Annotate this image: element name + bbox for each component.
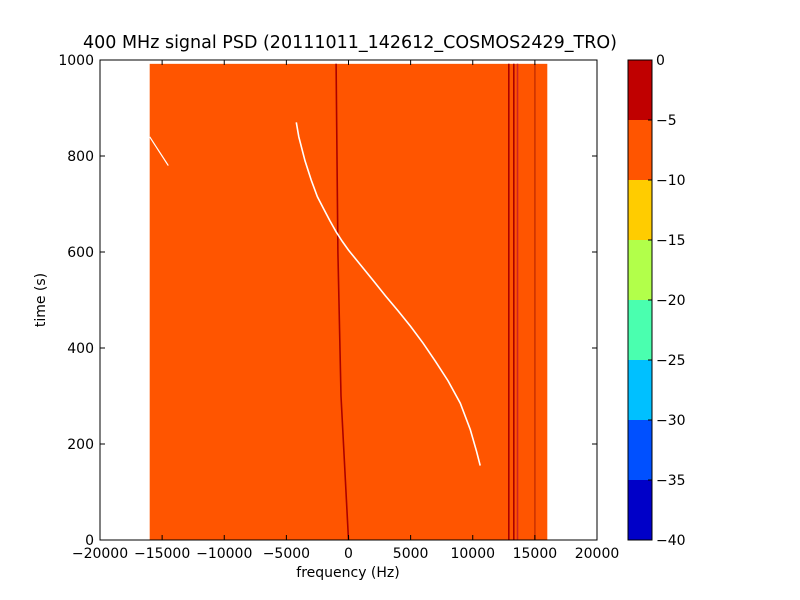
plot-area xyxy=(149,63,548,541)
colorbar-tick-label: −40 xyxy=(656,533,686,549)
colorbar-band xyxy=(628,60,652,120)
colorbar-tick-label: 0 xyxy=(656,53,665,69)
left-edge-trace xyxy=(149,136,169,166)
x-axis-label: frequency (Hz) xyxy=(296,565,399,581)
chart-title: 400 MHz signal PSD (20111011_142612_COSM… xyxy=(83,33,617,53)
y-tick-label: 200 xyxy=(67,437,94,453)
colorbar-tick-label: −5 xyxy=(656,113,677,129)
y-tick-label: 800 xyxy=(67,149,94,165)
colorbar-band xyxy=(628,240,652,300)
x-tick-label: 20000 xyxy=(575,546,620,562)
heatmap-fill xyxy=(149,63,548,541)
doppler-trace xyxy=(295,122,481,466)
colorbar: 0 −5 −10 −15 −20 −25 −30 −35 −40 xyxy=(627,53,686,549)
x-tick-label: 10000 xyxy=(450,546,495,562)
y-axis-label: time (s) xyxy=(33,273,49,327)
signal-features xyxy=(149,63,536,541)
x-tick-label: −10000 xyxy=(196,546,252,562)
colorbar-tick-label: −30 xyxy=(656,413,686,429)
colorbar-tick-label: −25 xyxy=(656,353,686,369)
x-tick-label: −5000 xyxy=(263,546,310,562)
colorbar-band xyxy=(628,480,652,540)
colorbar-band xyxy=(628,180,652,240)
y-tick-label: 600 xyxy=(67,245,94,261)
y-tick-label: 1000 xyxy=(58,53,94,69)
colorbar-tick-label: −10 xyxy=(656,173,686,189)
colorbar-band xyxy=(628,300,652,360)
y-tick-label: 0 xyxy=(85,533,94,549)
y-tick-label: 400 xyxy=(67,341,94,357)
x-tick-label: 5000 xyxy=(393,546,429,562)
x-tick-label: 0 xyxy=(344,546,353,562)
colorbar-tick-label: −35 xyxy=(656,473,686,489)
x-tick-label: −15000 xyxy=(134,546,190,562)
colorbar-band xyxy=(628,360,652,420)
colorbar-band xyxy=(628,120,652,180)
colorbar-tick-label: −15 xyxy=(656,233,686,249)
x-tick-label: 15000 xyxy=(513,546,558,562)
interference-line-1 xyxy=(335,63,350,541)
colorbar-band xyxy=(628,420,652,480)
colorbar-tick-label: −20 xyxy=(656,293,686,309)
x-tick-label: −20000 xyxy=(72,546,128,562)
axes: −20000 −15000 −10000 −5000 0 5000 10000 15000 20… xyxy=(58,53,619,562)
